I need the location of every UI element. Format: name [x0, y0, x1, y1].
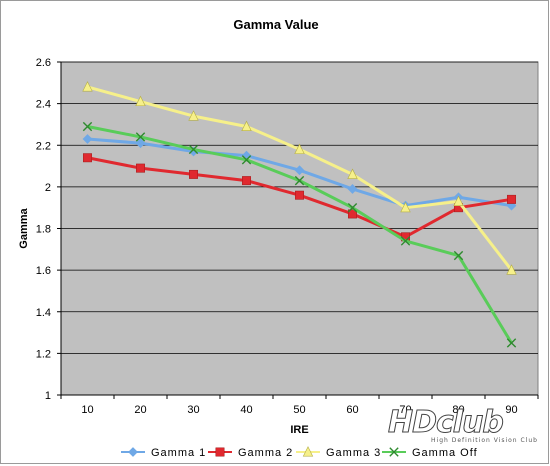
y-tick-label: 1.2: [36, 348, 51, 360]
x-tick-label: 60: [346, 404, 358, 416]
x-tick-label: 90: [505, 404, 517, 416]
y-tick-label: 1.6: [36, 265, 51, 277]
data-point: [189, 169, 198, 179]
data-point: [294, 165, 305, 176]
x-tick-label: 40: [240, 404, 252, 416]
data-point: [400, 201, 411, 213]
legend-item: Gamma 3: [296, 446, 381, 459]
data-point: [294, 175, 305, 186]
legend-item: Gamma 2: [208, 447, 293, 459]
data-point: [347, 184, 358, 194]
x-tick-label: 30: [187, 404, 199, 416]
series-gamma-3: [82, 81, 517, 275]
axes: 1 1.2 1.4 1.6 1.8 2 2.2 2.4 2.6 10 20 30 40 50 60 70 80 9…: [36, 57, 539, 416]
data-point: [128, 447, 138, 457]
y-tick-label: 1: [45, 390, 51, 402]
data-point: [347, 202, 358, 213]
y-tick-label: 2.6: [36, 57, 51, 69]
data-point: [82, 81, 93, 92]
x-tick-label: 50: [293, 404, 305, 416]
y-tick-label: 1.4: [36, 307, 51, 319]
data-point: [188, 144, 199, 155]
x-tick-label: 70: [399, 404, 411, 416]
data-point: [400, 236, 411, 246]
x-tick-label: 80: [452, 404, 464, 416]
y-tick-label: 2.4: [36, 99, 51, 111]
data-point: [242, 176, 251, 186]
watermark-logo: HDclub: [388, 405, 505, 441]
data-point: [82, 121, 93, 132]
x-tick-label: 10: [81, 404, 93, 416]
legend-label: Gamma 2: [238, 447, 293, 459]
x-axis-title: IRE: [290, 424, 308, 436]
x-tick-label: 20: [134, 404, 146, 416]
data-point: [348, 209, 357, 219]
legend-item: Gamma Off: [382, 447, 478, 459]
data-point: [188, 110, 199, 121]
legend-label: Gamma Off: [412, 447, 478, 459]
data-point: [506, 338, 517, 348]
hdclub-watermark: HDclub High Definition Vision Club: [388, 405, 538, 457]
y-axis-title: Gamma: [18, 207, 30, 248]
data-point: [136, 163, 145, 173]
data-point: [507, 194, 516, 204]
data-point: [241, 120, 252, 132]
data-point: [302, 446, 314, 457]
data-point: [389, 447, 399, 457]
data-point: [294, 143, 305, 154]
legend-item: Gamma 1: [121, 447, 206, 459]
data-point: [453, 195, 464, 206]
data-point: [295, 190, 304, 200]
data-point: [135, 132, 146, 142]
legend-label: Gamma 1: [151, 447, 206, 459]
legend-label: Gamma 3: [326, 447, 381, 459]
data-point: [453, 250, 464, 261]
data-point: [215, 447, 225, 457]
legend: Gamma 1 Gamma 2 Gamma 3 Gamma Off: [121, 446, 478, 459]
series-gamma-off: [82, 121, 517, 348]
data-point: [347, 168, 358, 179]
data-point: [82, 134, 93, 144]
data-point: [506, 264, 517, 275]
chart-title: Gamma Value: [233, 17, 318, 32]
series-layer: [82, 81, 517, 348]
watermark-tagline: High Definition Vision Club: [431, 437, 538, 444]
data-point: [83, 153, 92, 163]
data-point: [241, 155, 252, 165]
data-point: [135, 138, 146, 149]
y-tick-label: 2: [45, 182, 51, 194]
y-tick-label: 1.8: [36, 224, 51, 236]
data-point: [135, 95, 146, 107]
y-tick-label: 2.2: [36, 140, 51, 152]
